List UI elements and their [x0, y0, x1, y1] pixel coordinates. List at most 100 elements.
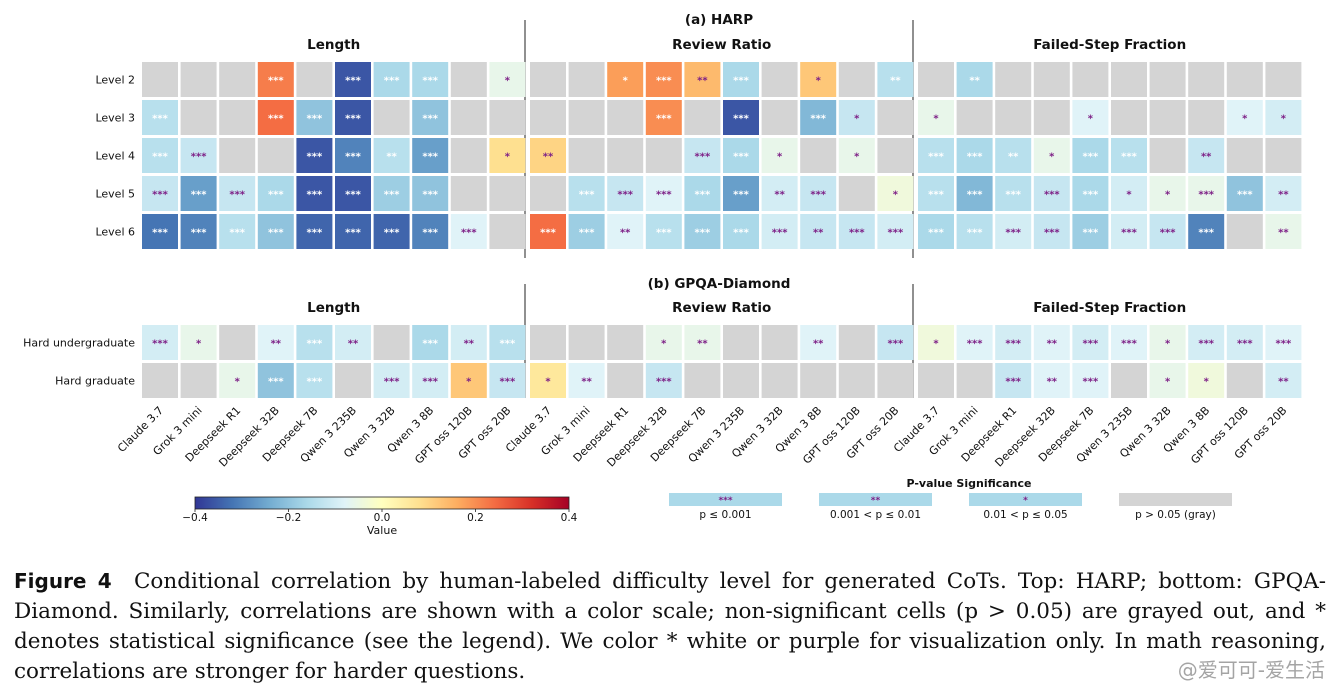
heatmap-cell [257, 176, 294, 211]
colorbar-tick-label: −0.4 [182, 512, 208, 524]
heatmap-cell [877, 325, 914, 360]
heatmap-cell [219, 138, 256, 173]
heatmap-cell [142, 62, 178, 97]
heatmap-cell [723, 62, 759, 97]
heatmap-cell [1188, 325, 1225, 360]
heatmap-cell [995, 214, 1032, 249]
watermark: @爱可可-爱生活 [1177, 658, 1325, 682]
significance-marker: *** [888, 228, 904, 239]
heatmap-cell [1072, 325, 1109, 360]
panel-b-title: (b) GPQA-Diamond [648, 276, 791, 292]
heatmap-cell [1111, 325, 1147, 360]
heatmap-cell [956, 100, 993, 135]
heatmap-cell [1033, 363, 1070, 398]
significance-marker: *** [656, 190, 672, 201]
heatmap-cell [530, 363, 566, 398]
heatmap-cell [1226, 176, 1263, 211]
significance-marker: * [1242, 114, 1248, 125]
significance-marker: *** [384, 377, 400, 388]
significance-marker: *** [422, 76, 438, 87]
heatmap-cell [684, 62, 721, 97]
heatmap-cell [335, 325, 371, 360]
heatmap-cell [995, 100, 1032, 135]
heatmap-cell [257, 363, 294, 398]
heatmap-cell [335, 363, 371, 398]
heatmap-cell [1149, 138, 1186, 173]
significance-marker: * [1165, 339, 1171, 350]
heatmap-cell [1149, 325, 1186, 360]
heatmap-cell [1188, 138, 1225, 173]
significance-legend-swatch [1119, 493, 1232, 506]
heatmap-cell [450, 325, 487, 360]
heatmap-cell [956, 138, 993, 173]
heatmap-cell [918, 214, 954, 249]
heatmap-cell [1033, 176, 1070, 211]
significance-marker: *** [656, 76, 672, 87]
heatmap-cell [918, 363, 954, 398]
heatmap-cell [1188, 176, 1225, 211]
significance-marker: *** [733, 76, 749, 87]
heatmap-cell [838, 100, 875, 135]
heatmap-cell [450, 214, 487, 249]
significance-marker: *** [500, 377, 516, 388]
significance-marker: *** [1121, 339, 1137, 350]
heatmap-cell [800, 363, 837, 398]
heatmap-cell [607, 138, 644, 173]
heatmap-cell [219, 100, 256, 135]
significance-marker: *** [384, 228, 400, 239]
significance-marker: ** [464, 339, 475, 350]
significance-marker: * [854, 152, 860, 163]
heatmap-cell [257, 138, 294, 173]
heatmap-cell [489, 176, 526, 211]
significance-marker: *** [461, 228, 477, 239]
significance-marker: *** [733, 190, 749, 201]
heatmap-cell [296, 62, 333, 97]
significance-legend-label: 0.001 < p ≤ 0.01 [830, 509, 921, 521]
significance-marker: *** [967, 339, 983, 350]
significance-marker: *** [191, 228, 207, 239]
heatmap-cell [877, 62, 914, 97]
significance-marker: ** [1278, 190, 1289, 201]
heatmap-cell [684, 325, 721, 360]
significance-marker: *** [733, 152, 749, 163]
significance-marker: *** [307, 114, 323, 125]
heatmap-cell [335, 214, 371, 249]
significance-legend-label: 0.01 < p ≤ 0.05 [983, 509, 1067, 521]
heatmap-cell [180, 100, 217, 135]
significance-marker: *** [307, 339, 323, 350]
heatmap-cell [296, 214, 333, 249]
heatmap-cell [296, 138, 333, 173]
heatmap-cell [800, 214, 837, 249]
heatmap-cell [1033, 214, 1070, 249]
heatmap-cell [530, 62, 566, 97]
heatmap-cell [142, 325, 178, 360]
heatmap-cell [877, 363, 914, 398]
significance-marker: * [893, 190, 899, 201]
significance-marker: *** [1198, 190, 1214, 201]
heatmap-cell [180, 363, 217, 398]
significance-marker: *** [540, 228, 556, 239]
heatmap-cell [412, 138, 449, 173]
heatmap-cell [1111, 176, 1147, 211]
significance-marker: * [505, 152, 511, 163]
significance-marker: *** [1083, 339, 1099, 350]
significance-marker: *** [967, 228, 983, 239]
heatmap-cell [450, 138, 487, 173]
heatmap-cell [373, 100, 410, 135]
heatmap-cell [180, 176, 217, 211]
significance-legend-marker: ** [871, 496, 881, 506]
heatmap-cell [1149, 363, 1186, 398]
significance-marker: *** [888, 339, 904, 350]
heatmap-cell [838, 363, 875, 398]
heatmap-cell [530, 214, 566, 249]
significance-marker: * [545, 377, 551, 388]
significance-marker: *** [1005, 377, 1021, 388]
significance-marker: *** [1198, 228, 1214, 239]
heatmap-cell [607, 325, 644, 360]
heatmap-cell [607, 176, 644, 211]
heatmap-cell [684, 176, 721, 211]
heatmap-cell [645, 325, 682, 360]
panel-b-metric-title: Length [307, 300, 360, 316]
heatmap-cell [1188, 62, 1225, 97]
heatmap-cell [723, 325, 759, 360]
